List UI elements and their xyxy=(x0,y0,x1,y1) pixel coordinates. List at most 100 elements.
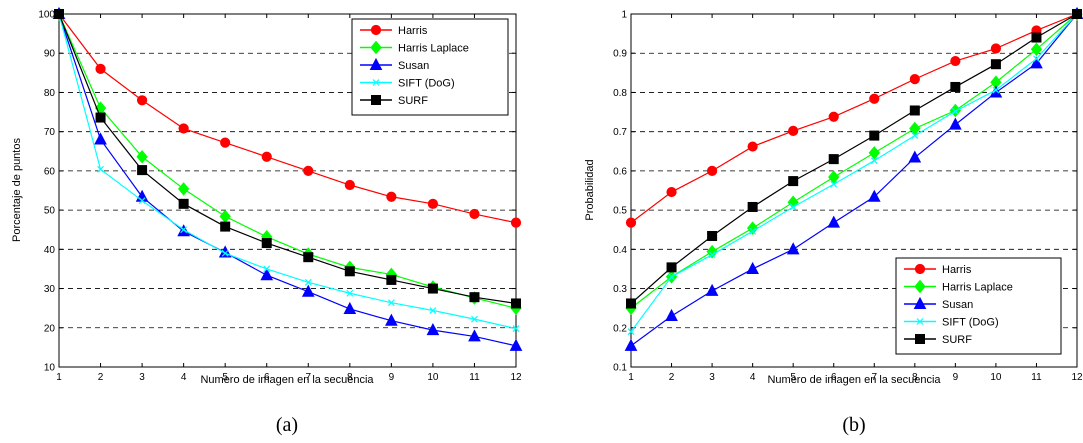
data-point-stroke-2 xyxy=(138,197,146,205)
data-point-stroke-2 xyxy=(668,273,675,281)
data-point xyxy=(1072,9,1082,19)
series-line xyxy=(630,13,1078,224)
data-point xyxy=(344,179,355,191)
data-point xyxy=(950,55,961,67)
data-point xyxy=(746,221,759,235)
legend-swatch-marker xyxy=(372,79,380,86)
legend: Harris Harris Laplace Susan SIFT (DoG) SURF xyxy=(895,257,1062,355)
x-tick-label: 11 xyxy=(469,372,480,383)
data-point xyxy=(990,59,1001,70)
data-point xyxy=(261,151,272,162)
legend-swatch-marker xyxy=(916,318,924,325)
legend-label: SIFT (DoG) xyxy=(398,78,455,90)
legend-entry: SIFT (DoG) xyxy=(360,78,455,90)
data-point xyxy=(385,313,398,326)
legend-swatch-marker-stroke-2 xyxy=(372,79,380,86)
data-point xyxy=(992,86,1000,94)
x-tick-label: 11 xyxy=(1031,372,1042,383)
data-point xyxy=(180,226,188,234)
x-tick-label: 7 xyxy=(305,372,311,383)
legend-entry: Harris xyxy=(360,24,428,37)
data-point xyxy=(427,283,438,294)
data-point xyxy=(1031,32,1042,43)
legend-entry: Susan xyxy=(904,296,973,311)
data-point xyxy=(1030,42,1043,57)
data-point xyxy=(909,121,921,136)
data-point-stroke-2 xyxy=(221,249,229,257)
x-tick-label: 4 xyxy=(181,372,187,383)
data-point xyxy=(426,323,440,336)
data-point xyxy=(789,203,797,211)
series-line xyxy=(630,13,1078,333)
data-point xyxy=(706,165,718,176)
data-point xyxy=(867,189,881,202)
data-point xyxy=(429,307,437,314)
data-point xyxy=(94,132,107,145)
data-point xyxy=(909,105,920,116)
data-point-stroke-2 xyxy=(1033,55,1040,63)
x-tick-label: 12 xyxy=(510,372,522,383)
data-point-stroke-2 xyxy=(97,165,104,173)
x-tick-label: 3 xyxy=(139,372,145,383)
x-tick-label: 6 xyxy=(264,372,270,383)
data-point xyxy=(344,266,355,277)
data-point xyxy=(386,191,397,202)
data-point xyxy=(97,165,104,173)
data-point xyxy=(990,43,1002,54)
legend-label: Harris xyxy=(942,264,972,276)
data-point xyxy=(427,198,439,209)
data-point-stroke-2 xyxy=(911,132,919,140)
data-point xyxy=(220,221,231,232)
data-point xyxy=(387,299,395,307)
data-point-stroke-2 xyxy=(708,251,716,259)
data-point xyxy=(747,201,758,212)
data-point xyxy=(260,268,274,281)
data-point xyxy=(263,265,271,273)
legend-swatch-marker xyxy=(370,40,382,55)
series-line xyxy=(58,13,517,330)
legend-label: Susan xyxy=(398,60,429,72)
x-axis-label: Numero de imagen en la secuencia xyxy=(767,374,941,386)
x-tick-label: 5 xyxy=(790,372,796,383)
data-point xyxy=(136,149,148,164)
data-point-stroke-2 xyxy=(992,86,1000,94)
x-tick-label: 12 xyxy=(1071,372,1083,383)
series-line xyxy=(58,13,517,224)
data-point-stroke-2 xyxy=(789,203,797,211)
data-point xyxy=(911,132,919,140)
y-tick-label: 80 xyxy=(44,88,56,99)
data-point xyxy=(178,123,189,134)
y-axis-label: Porcentaje de puntos xyxy=(11,138,23,242)
data-point-stroke-2 xyxy=(263,265,271,273)
legend-entry: SURF xyxy=(904,334,972,346)
data-point-stroke-2 xyxy=(627,328,635,336)
data-point xyxy=(788,125,799,136)
data-point xyxy=(747,141,758,152)
series-susan xyxy=(52,6,523,351)
x-tick-label: 3 xyxy=(709,372,715,383)
data-point xyxy=(909,74,920,85)
series-line xyxy=(58,13,517,347)
x-tick-label: 2 xyxy=(98,372,104,383)
data-point xyxy=(827,215,841,228)
data-point xyxy=(746,261,759,274)
data-point xyxy=(1030,56,1043,69)
panel-caption: (b) xyxy=(842,414,865,436)
data-point xyxy=(666,262,677,273)
x-tick-label: 7 xyxy=(871,372,877,383)
data-point xyxy=(469,292,480,303)
y-tick-label: 50 xyxy=(44,206,56,217)
data-point xyxy=(949,117,962,130)
data-point xyxy=(469,208,480,220)
data-point-stroke-2 xyxy=(830,180,838,188)
legend-swatch-marker xyxy=(369,57,383,70)
data-point-stroke-2 xyxy=(304,278,312,286)
data-point xyxy=(869,93,880,104)
data-point xyxy=(830,180,838,188)
data-point xyxy=(301,284,315,297)
y-tick-label: 40 xyxy=(44,245,56,256)
data-point xyxy=(828,111,839,122)
data-point xyxy=(136,95,148,106)
data-point xyxy=(828,154,839,165)
